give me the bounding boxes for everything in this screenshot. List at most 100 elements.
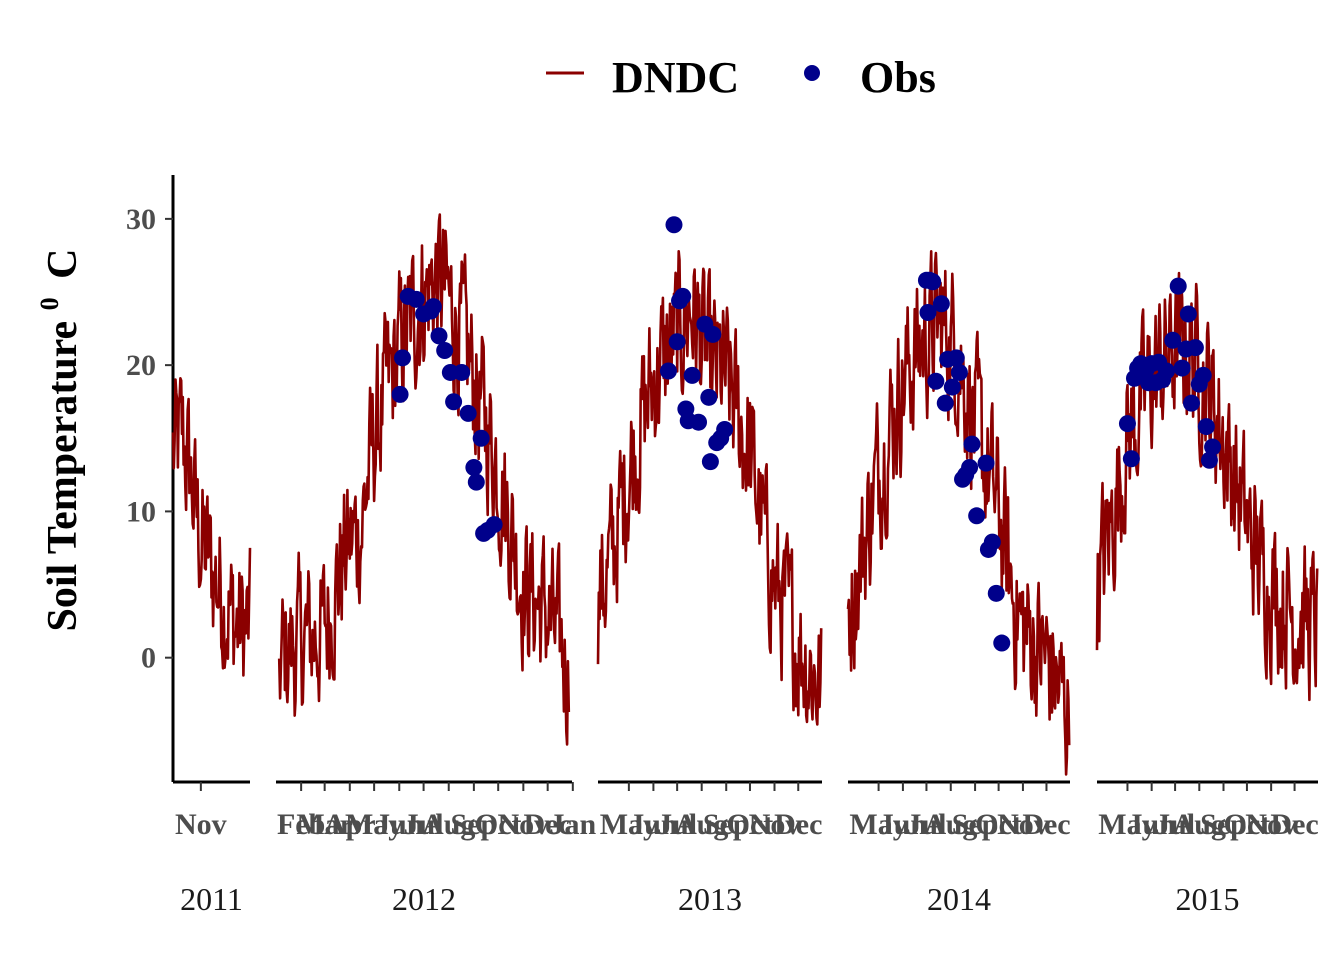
x-tick-label: May	[600, 808, 658, 841]
dndc-series-line	[171, 377, 252, 677]
obs-point	[690, 413, 708, 431]
dndc-series-line	[1095, 271, 1319, 702]
obs-point	[987, 584, 1005, 602]
x-tick-label: Nov	[749, 808, 801, 841]
obs-point	[485, 516, 503, 534]
obs-point	[1186, 339, 1204, 357]
obs-point	[424, 298, 442, 316]
obs-point	[394, 349, 412, 367]
x-tick-label: Jul	[1155, 808, 1195, 841]
obs-point	[1179, 305, 1197, 323]
facet-panels: Nov2011FebMarAprMayJunJulAugSepOctNovDec…	[171, 213, 1319, 917]
x-tick-label: Sep	[451, 808, 498, 841]
x-tick-label: Feb	[277, 808, 325, 841]
obs-point	[924, 273, 942, 291]
obs-point	[701, 453, 719, 471]
obs-point	[1182, 394, 1200, 412]
x-tick-label: Oct	[727, 808, 774, 841]
x-tick-label: Jul	[404, 808, 444, 841]
obs-point	[459, 404, 477, 422]
x-tick-label: Aug	[422, 808, 475, 841]
obs-point	[1200, 451, 1218, 469]
facet-panel-2011: Nov 2011	[171, 377, 252, 917]
x-tick-label: Jul	[657, 808, 697, 841]
x-tick-label: Nov	[1245, 808, 1297, 841]
facet-label-2015: 2015	[1176, 881, 1240, 917]
obs-point	[465, 459, 483, 477]
obs-point	[1197, 418, 1215, 436]
obs-point	[659, 362, 677, 380]
x-tick-label: May	[849, 808, 907, 841]
x-tick-label: Jun	[1127, 808, 1176, 841]
x-tick-label: Sep	[703, 808, 750, 841]
dndc-series-line	[846, 250, 1071, 776]
facet-label-2012: 2012	[392, 881, 456, 917]
obs-point	[430, 327, 448, 345]
obs-point	[668, 333, 686, 351]
obs-point	[683, 366, 701, 384]
x-tick-label: Dec	[524, 808, 572, 841]
y-tick-label: 20	[126, 349, 156, 382]
obs-point	[993, 634, 1011, 652]
x-tick-label: Jan	[549, 808, 596, 841]
obs-point	[1173, 359, 1191, 377]
dndc-series-line	[596, 250, 823, 726]
x-tick-label: Oct	[975, 808, 1022, 841]
obs-point	[1158, 362, 1176, 380]
obs-point	[936, 394, 954, 412]
obs-point	[1122, 450, 1140, 468]
legend-obs-label: Obs	[860, 53, 936, 102]
obs-point	[1164, 331, 1182, 349]
obs-point	[472, 429, 490, 447]
x-tick-label: Nov	[997, 808, 1049, 841]
legend: DNDC Obs	[546, 53, 936, 102]
legend-obs-key	[804, 65, 820, 81]
x-tick-label: Jul	[906, 808, 946, 841]
dndc-series-line	[277, 213, 571, 746]
obs-point	[674, 287, 692, 305]
obs-point	[963, 435, 981, 453]
x-tick-label: Aug	[675, 808, 728, 841]
x-tick-label: May	[1098, 808, 1156, 841]
obs-point	[968, 507, 986, 525]
obs-point	[436, 342, 454, 360]
obs-point	[943, 378, 961, 396]
obs-point	[927, 372, 945, 390]
obs-point	[407, 290, 425, 308]
obs-point	[1118, 415, 1136, 433]
x-tick-label: Jun	[629, 808, 678, 841]
obs-point	[1169, 277, 1187, 295]
obs-point	[445, 393, 463, 411]
y-axis-label-unit: C	[40, 248, 86, 278]
y-tick-label: 0	[141, 642, 156, 675]
x-tick-label: Apr	[324, 808, 376, 841]
x-tick-label: Mar	[296, 808, 353, 841]
obs-point	[919, 303, 937, 321]
obs-point	[977, 454, 995, 472]
obs-point	[704, 325, 722, 343]
facet-label-2013: 2013	[678, 881, 742, 917]
obs-point	[983, 533, 1001, 551]
y-tick-label: 30	[126, 203, 156, 236]
legend-dndc-label: DNDC	[612, 53, 739, 102]
obs-point	[467, 473, 485, 491]
x-tick-label: Dec	[1022, 808, 1070, 841]
obs-point	[947, 349, 965, 367]
obs-point	[391, 385, 409, 403]
obs-point	[665, 216, 683, 234]
obs-point	[932, 295, 950, 313]
y-tick-label: 10	[126, 495, 156, 528]
x-tick-label: May	[345, 808, 403, 841]
y-axis-label: Soil Temperature 0 C	[22, 248, 86, 631]
obs-point	[1204, 438, 1222, 456]
x-tick-label: Nov	[498, 808, 550, 841]
y-axis-label-superscript: 0	[35, 297, 64, 310]
obs-point	[453, 363, 471, 381]
x-tick-label: Oct	[1224, 808, 1271, 841]
obs-point	[1194, 366, 1212, 384]
